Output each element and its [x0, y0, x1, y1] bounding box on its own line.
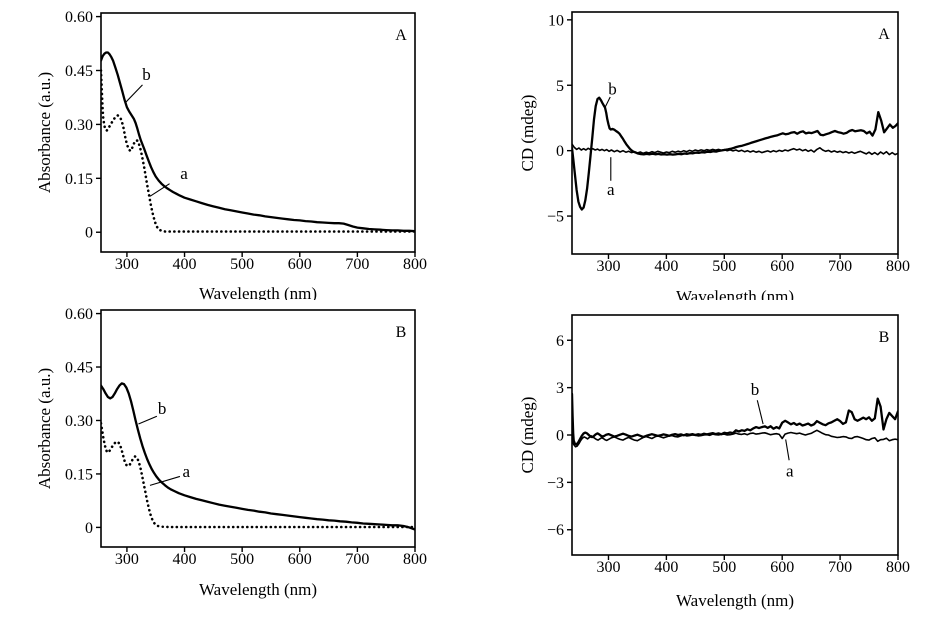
- curve-label-b: b: [158, 399, 167, 418]
- series-b-curve: [101, 382, 415, 531]
- curve-label-leader-line: [149, 183, 170, 197]
- panel-background: [0, 300, 460, 617]
- curve-label-leader-line: [138, 415, 158, 425]
- x-tick-label: 800: [403, 551, 427, 568]
- chart-cd-panel-a: 300 400 500 600 700 800 −5 0 5 10 Wavelength (nm) C…: [460, 0, 934, 300]
- x-tick-label: 600: [288, 256, 312, 273]
- series-b-curve: [572, 392, 898, 446]
- y-tick-label: −6: [547, 522, 564, 539]
- y-tick-label: 0.15: [65, 466, 93, 483]
- x-tick-label: 600: [288, 551, 312, 568]
- curve-label-leader-line: [124, 84, 143, 104]
- y-tick-label: 0: [556, 428, 564, 445]
- y-tick-label: 0.45: [65, 360, 93, 377]
- y-tick-label: 0.15: [65, 171, 93, 188]
- x-tick-label: 700: [345, 551, 369, 568]
- x-tick-label: 600: [770, 258, 794, 275]
- series-a-curve: [572, 143, 898, 156]
- panel-letter: B: [879, 329, 890, 346]
- curve-label-leader-line: [785, 439, 790, 461]
- series-b-curve: [101, 51, 415, 233]
- x-tick-label: 300: [115, 551, 139, 568]
- curve-label-a: a: [607, 180, 615, 199]
- panel-background: [0, 0, 460, 300]
- x-tick-label: 300: [596, 258, 620, 275]
- y-axis-title: Absorbance (a.u.): [35, 72, 54, 193]
- series-a-curve: [101, 69, 415, 233]
- series-a-curve: [572, 429, 898, 448]
- curve-label-leader-line: [149, 475, 181, 486]
- panel-background: [460, 300, 934, 617]
- panel-letter: A: [395, 27, 407, 44]
- y-tick-label: 0.45: [65, 63, 93, 80]
- y-tick-label: 0.30: [65, 117, 93, 134]
- curve-label-a: a: [786, 462, 794, 481]
- panel-letter: A: [878, 26, 890, 43]
- x-tick-label: 300: [596, 559, 620, 576]
- y-tick-label: 5: [556, 78, 564, 95]
- chart-absorbance-panel-a: 300 400 500 600 700 800 0 0.15 0.30 0.45 0.60 Wavel…: [0, 0, 460, 300]
- y-tick-label: 10: [548, 12, 564, 29]
- y-tick-label: 0: [85, 225, 93, 242]
- y-tick-label: −5: [547, 209, 564, 226]
- x-tick-label: 500: [712, 258, 736, 275]
- x-tick-label: 500: [712, 559, 736, 576]
- x-tick-label: 700: [828, 258, 852, 275]
- curve-label-a: a: [182, 462, 190, 481]
- y-tick-label: 6: [556, 333, 564, 350]
- chart-absorbance-panel-b: 300 400 500 600 700 800 0 0.15 0.30 0.45 0.60 Wavel…: [0, 300, 460, 617]
- chart-cd-panel-b: 300 400 500 600 700 800 −6 −3 0 3 6 Wavelength (nm)…: [460, 300, 934, 617]
- x-tick-label: 400: [173, 551, 197, 568]
- axes-box: [571, 11, 899, 255]
- y-tick-label: 0.60: [65, 9, 93, 26]
- axes-box: [100, 12, 416, 253]
- curve-label-b: b: [142, 65, 151, 84]
- x-tick-label: 700: [345, 256, 369, 273]
- y-tick-label: 3: [556, 380, 564, 397]
- x-tick-label: 400: [173, 256, 197, 273]
- curve-label-leader-line: [756, 400, 764, 425]
- series-b-curve: [572, 96, 898, 211]
- curve-label-b: b: [751, 380, 760, 399]
- y-tick-label: 0: [85, 520, 93, 537]
- x-tick-label: 800: [886, 559, 910, 576]
- x-tick-label: 400: [654, 559, 678, 576]
- y-tick-label: 0.60: [65, 306, 93, 323]
- y-axis-title: Absorbance (a.u.): [35, 368, 54, 489]
- curve-label-b: b: [608, 80, 617, 99]
- y-tick-label: 0: [556, 143, 564, 160]
- y-axis-title: CD (mdeg): [518, 95, 537, 172]
- x-tick-label: 600: [770, 559, 794, 576]
- x-tick-label: 800: [886, 258, 910, 275]
- x-axis-title: Wavelength (nm): [676, 287, 794, 300]
- x-tick-label: 300: [115, 256, 139, 273]
- y-axis-title: CD (mdeg): [518, 397, 537, 474]
- curve-label-leader-line: [604, 96, 611, 108]
- x-tick-label: 700: [828, 559, 852, 576]
- panel-letter: B: [396, 324, 407, 341]
- x-tick-label: 500: [230, 256, 254, 273]
- x-axis-title: Wavelength (nm): [199, 284, 317, 300]
- x-axis-title: Wavelength (nm): [676, 591, 794, 610]
- y-tick-label: −3: [547, 475, 564, 492]
- x-tick-label: 400: [654, 258, 678, 275]
- y-tick-label: 0.30: [65, 413, 93, 430]
- x-axis-title: Wavelength (nm): [199, 580, 317, 599]
- curve-label-a: a: [180, 164, 188, 183]
- axes-box: [100, 309, 416, 548]
- x-tick-label: 500: [230, 551, 254, 568]
- series-a-curve: [101, 422, 415, 529]
- x-tick-label: 800: [403, 256, 427, 273]
